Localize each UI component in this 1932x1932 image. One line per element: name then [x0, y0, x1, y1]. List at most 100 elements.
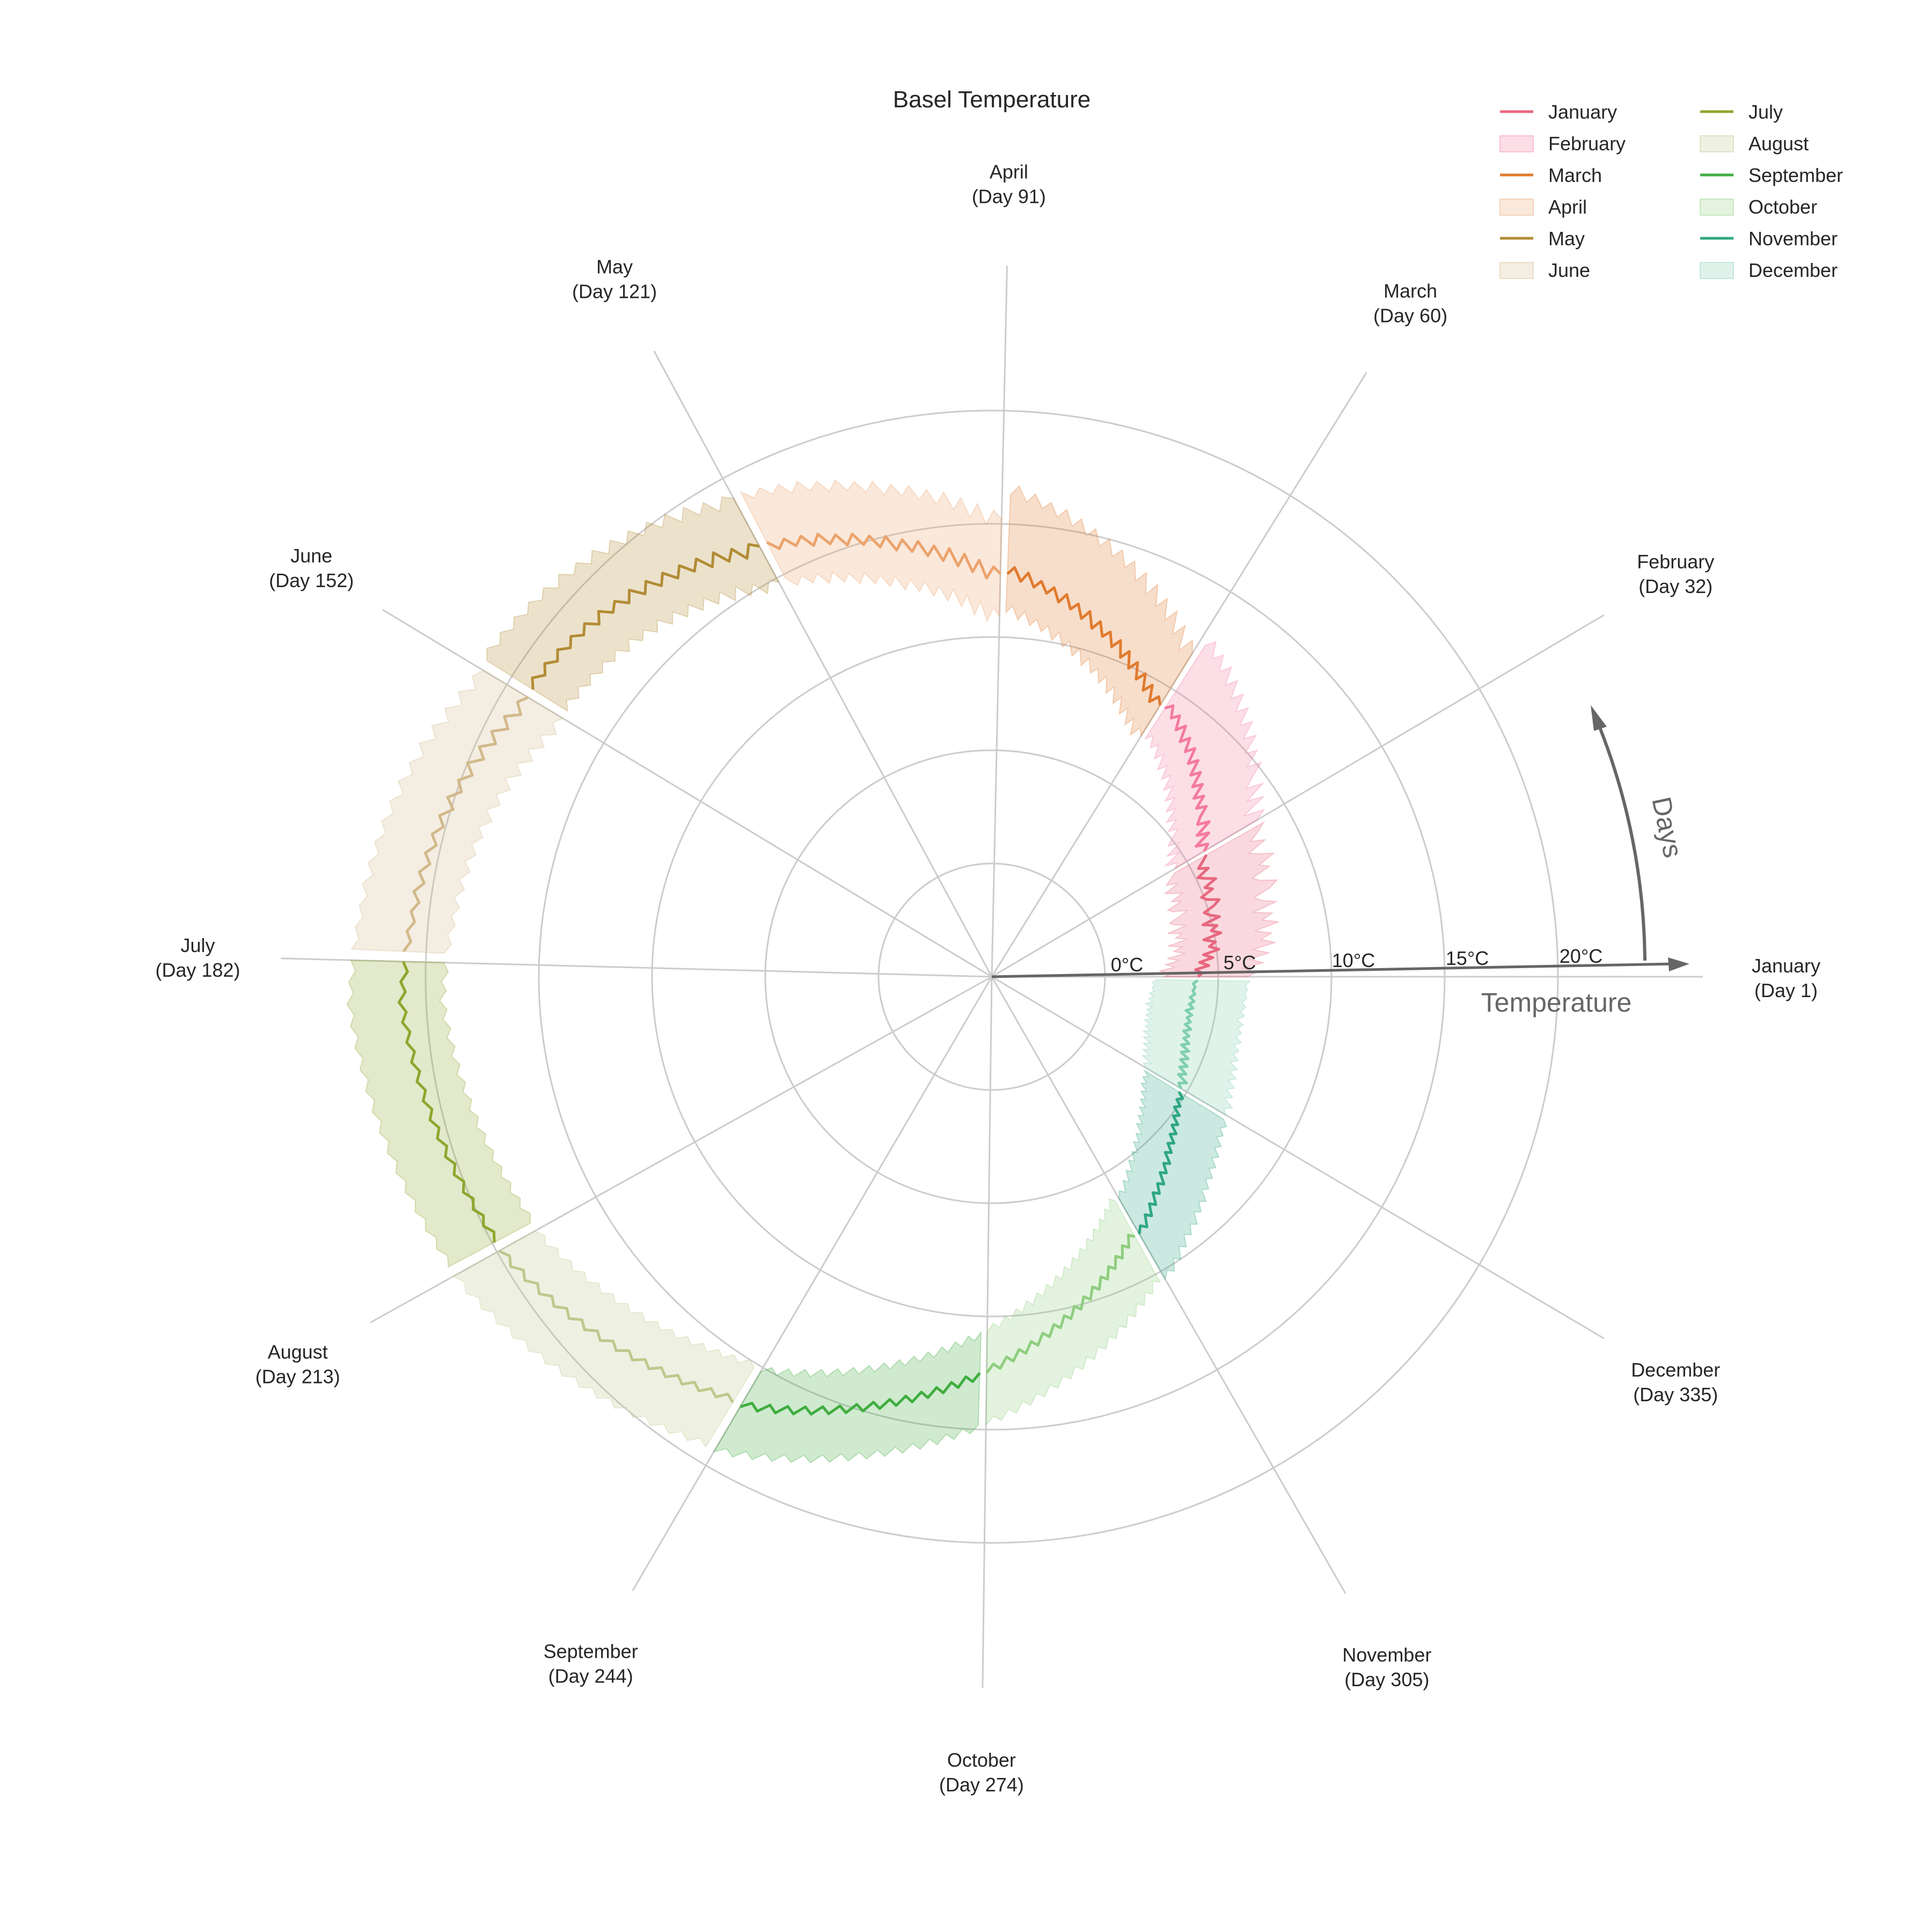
month-day-label: (Day 32): [1638, 575, 1713, 597]
month-spoke: [281, 957, 992, 978]
radial-tick-label: 20°C: [1560, 945, 1602, 967]
legend-label: April: [1548, 196, 1587, 218]
month-spoke: [632, 976, 993, 1591]
radial-axis-line: [991, 962, 1675, 978]
legend-area-swatch: [1499, 135, 1534, 152]
legend-label: June: [1548, 259, 1590, 281]
month-day-label: (Day 60): [1373, 304, 1447, 326]
month-day-label: (Day 152): [269, 569, 354, 591]
month-spoke: [982, 976, 993, 1688]
mean-line-may: [531, 543, 760, 690]
legend-entry: February: [1499, 133, 1626, 155]
mean-line-february: [1164, 704, 1211, 852]
legend-area-swatch: [1700, 262, 1734, 279]
month-spoke: [991, 266, 1008, 977]
legend-label: October: [1748, 196, 1817, 218]
month-spoke: [991, 976, 1346, 1594]
legend-entry: September: [1700, 164, 1843, 186]
legend-label: February: [1548, 133, 1626, 155]
legend-entry: August: [1700, 133, 1809, 155]
radial-axis-label: Temperature: [1481, 987, 1632, 1018]
radial-tick-label: 5°C: [1224, 952, 1256, 974]
month-spoke: [370, 976, 992, 1323]
month-day-label: (Day 182): [155, 959, 240, 981]
month-spoke: [991, 614, 1605, 978]
mean-line-june: [402, 696, 529, 953]
legend-label: January: [1548, 101, 1617, 123]
legend-entry: October: [1700, 196, 1817, 218]
radial-tick-label: 10°C: [1332, 949, 1375, 971]
legend-entry: March: [1500, 164, 1602, 186]
angular-axis-label: Days: [1646, 794, 1688, 860]
legend-label: July: [1748, 101, 1783, 123]
legend-entry: April: [1499, 196, 1587, 218]
month-spoke: [991, 372, 1367, 977]
chart-title: Basel Temperature: [893, 86, 1091, 113]
days-arc-arrow: [1597, 722, 1646, 961]
month-day-label: (Day 305): [1344, 1668, 1429, 1690]
range-band-july: [346, 960, 531, 1268]
mean-line-april: [766, 532, 1001, 580]
temperature-mean-lines: [397, 532, 1223, 1416]
month-label: February: [1637, 551, 1714, 573]
legend-label: August: [1748, 133, 1809, 155]
legend-entry: December: [1700, 259, 1838, 281]
month-label: January: [1752, 955, 1820, 977]
mean-line-december: [1177, 979, 1199, 1089]
legend-label: March: [1548, 164, 1602, 186]
range-band-february: [1144, 641, 1265, 870]
month-labels: January(Day 1)February(Day 32)March(Day …: [155, 160, 1820, 1796]
month-day-label: (Day 1): [1754, 979, 1818, 1001]
month-label: June: [290, 545, 332, 567]
legend-entry: June: [1499, 259, 1590, 281]
month-label: October: [947, 1749, 1016, 1771]
month-spoke: [653, 350, 993, 977]
legend-entry: November: [1700, 228, 1838, 250]
range-band-march: [1005, 485, 1194, 738]
range-band-april: [740, 479, 1002, 623]
month-day-label: (Day 213): [255, 1366, 340, 1388]
month-spokes: [281, 266, 1703, 1688]
mean-line-october: [985, 1233, 1136, 1374]
radial-axis: 0°C 5°C 10°C 15°C 20°C Temperature: [991, 945, 1689, 1018]
mean-line-august: [498, 1249, 734, 1403]
month-label: May: [596, 256, 633, 278]
month-day-label: (Day 335): [1633, 1384, 1718, 1406]
legend-label: May: [1548, 228, 1585, 250]
legend-label: December: [1748, 259, 1838, 281]
legend-area-swatch: [1700, 199, 1734, 216]
range-band-august: [452, 1230, 755, 1448]
legend-entry: January: [1500, 101, 1617, 123]
radial-tick-label: 15°C: [1446, 947, 1489, 969]
mean-line-july: [397, 961, 496, 1243]
legend: January February March April May June July Augu…: [1499, 101, 1843, 281]
legend-area-swatch: [1499, 262, 1534, 279]
month-spoke: [991, 976, 1605, 1340]
legend-label: November: [1748, 228, 1838, 250]
month-label: December: [1631, 1359, 1720, 1381]
legend-entry: May: [1500, 228, 1585, 250]
month-day-label: (Day 244): [548, 1665, 633, 1687]
legend-area-swatch: [1499, 199, 1534, 216]
month-label: April: [990, 160, 1028, 182]
legend-area-swatch: [1700, 135, 1734, 152]
radial-tick-label: 0°C: [1111, 954, 1143, 976]
days-arrowhead: [1591, 705, 1607, 731]
month-label: September: [544, 1640, 638, 1662]
range-band-september: [713, 1330, 982, 1463]
range-band-may: [486, 496, 780, 712]
radial-axis-arrowhead: [1668, 957, 1689, 971]
mean-line-march: [1006, 566, 1162, 706]
range-band-june: [350, 670, 565, 954]
mean-line-september: [740, 1372, 981, 1416]
legend-entry: July: [1700, 101, 1783, 123]
range-band-december: [1140, 979, 1252, 1116]
month-label: March: [1384, 280, 1437, 302]
legend-label: September: [1748, 164, 1843, 186]
month-spoke: [382, 609, 992, 978]
month-day-label: (Day 121): [572, 281, 657, 303]
month-label: November: [1342, 1644, 1431, 1666]
month-label: July: [180, 934, 215, 956]
